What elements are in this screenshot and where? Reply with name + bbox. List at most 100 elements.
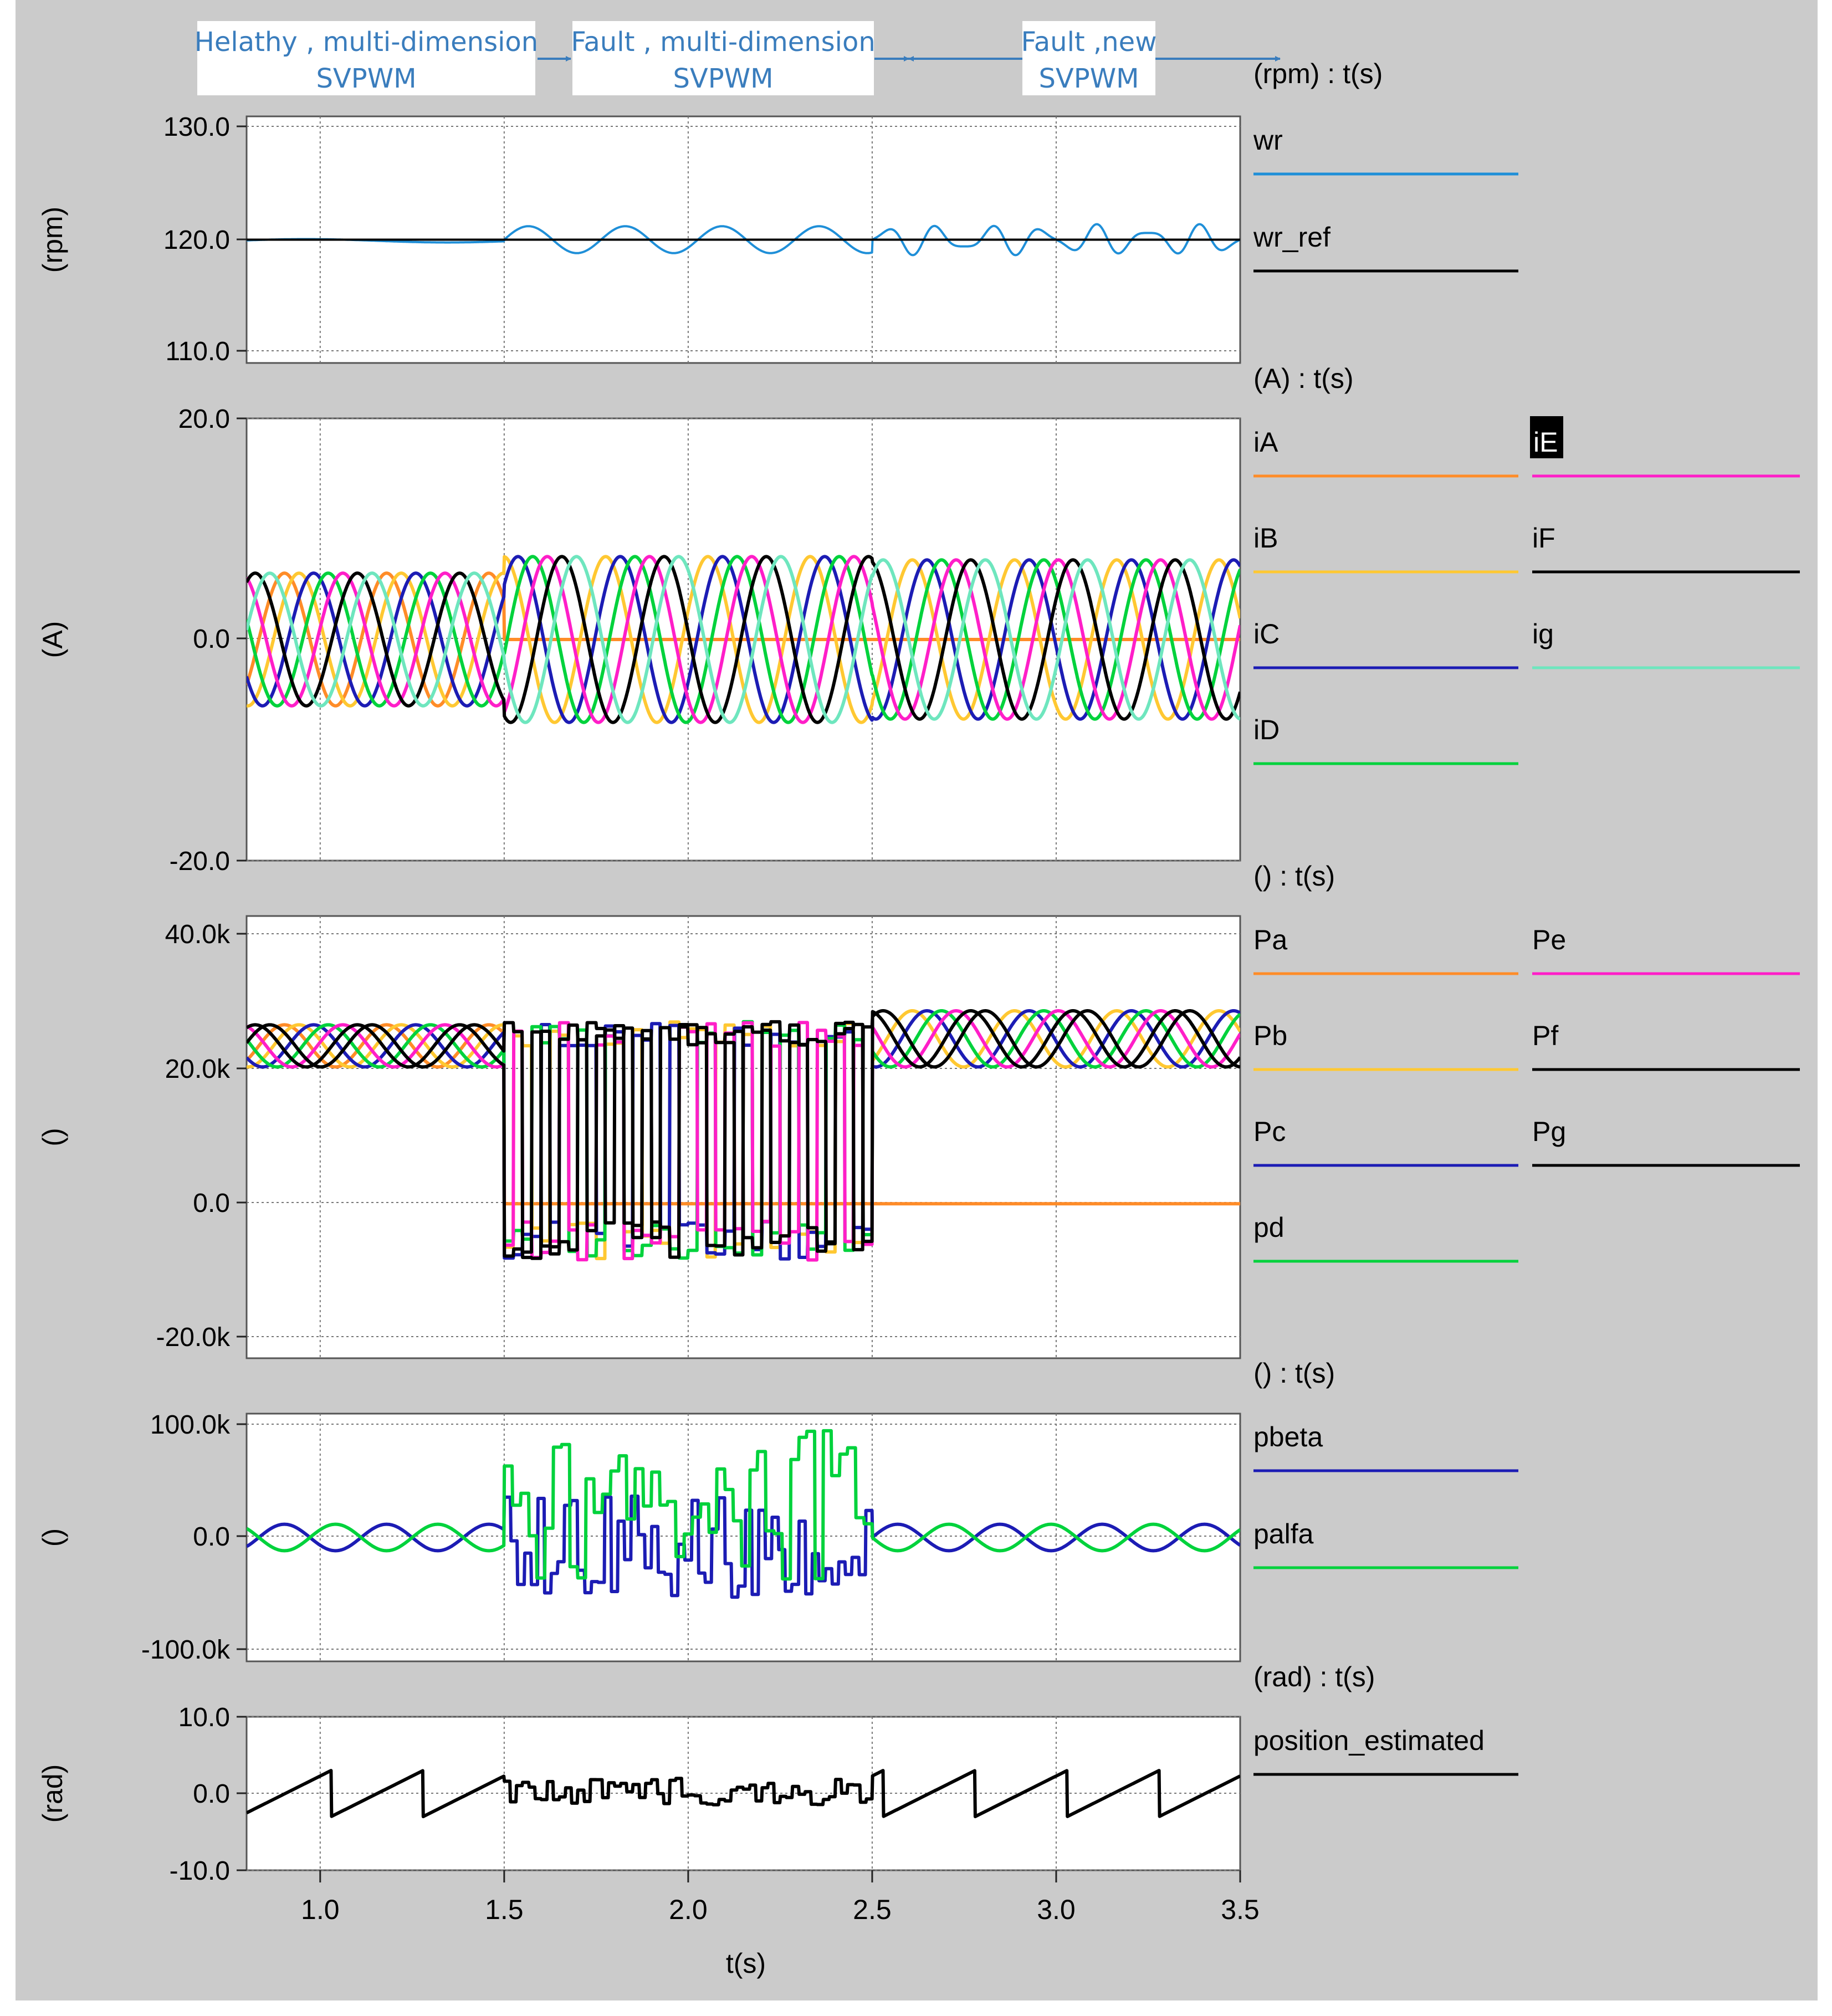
annotation-1-line1: Helathy , multi-dimension	[195, 27, 538, 58]
panel-header: () : t(s)	[1253, 1358, 1335, 1389]
legend-Pa: Pa	[1253, 924, 1518, 975]
legend-label: pd	[1253, 1212, 1285, 1243]
series-iC	[247, 555, 1240, 724]
legend-label: ig	[1532, 618, 1554, 649]
series-group	[247, 223, 1240, 257]
series-iF	[247, 555, 1240, 724]
legend-iD: iD	[1253, 714, 1518, 765]
series-Pg	[247, 1009, 1240, 1260]
panel-5: 10.0 0.0 -10.0 (rad) (rad) : t(s) position_es…	[37, 1661, 1518, 1886]
legend-label: iD	[1253, 714, 1280, 745]
panel-4: 100.0k 0.0 -100.0k () () : t(s) pbeta palfa	[37, 1358, 1518, 1665]
series-wr	[247, 223, 1240, 257]
y-tick-label: 0.0	[193, 1522, 230, 1552]
series-palfa	[247, 1429, 1240, 1581]
legend-label: wr	[1253, 125, 1283, 156]
series-group	[247, 555, 1240, 724]
y-tick-label: 130.0	[163, 112, 230, 142]
legend-label: iE	[1533, 427, 1558, 458]
legend-wr: wr	[1253, 125, 1518, 176]
y-tick-label: -10.0	[170, 1856, 230, 1886]
annotation-3: Fault ,new SVPWM	[1021, 21, 1157, 95]
y-tick-label: 0.0	[193, 625, 230, 654]
panel-header: (rad) : t(s)	[1253, 1661, 1375, 1692]
annotation-2-line2: SVPWM	[673, 63, 773, 94]
panel-header: (A) : t(s)	[1253, 363, 1354, 394]
y-tick-label: -100.0k	[141, 1635, 231, 1665]
legend-label: Pe	[1532, 924, 1566, 955]
y-tick-label: -20.0k	[156, 1323, 231, 1352]
x-tick-label: 3.5	[1221, 1894, 1260, 1925]
legend-iB: iB	[1253, 523, 1518, 574]
y-tick-label: -20.0	[170, 847, 230, 876]
annotation-1-line2: SVPWM	[316, 63, 416, 94]
y-tick-label: 0.0	[193, 1779, 230, 1809]
plot-area	[245, 1413, 1241, 1662]
y-tick-label: 20.0	[178, 405, 230, 434]
panel-header: () : t(s)	[1253, 861, 1335, 892]
x-tick-label: 2.0	[669, 1894, 708, 1925]
y-tick-label: 110.0	[165, 337, 230, 366]
x-axis: 1.0 1.5 2.0 2.5 3.0 3.5	[301, 1870, 1260, 1925]
legend-highlight	[1530, 416, 1563, 458]
x-tick-label: 1.0	[301, 1894, 340, 1925]
legend-label: Pb	[1253, 1020, 1287, 1051]
legend-iA: iA	[1253, 427, 1518, 478]
legend-Pb: Pb	[1253, 1020, 1518, 1071]
x-tick-label: 1.5	[485, 1894, 524, 1925]
legend-position_estimated: position_estimated	[1253, 1725, 1518, 1776]
legend-ig: ig	[1532, 618, 1800, 669]
legend-label: Pf	[1532, 1020, 1558, 1051]
y-tick-label: 0.0	[193, 1189, 230, 1218]
series-group	[247, 1769, 1240, 1819]
annotation-3-line1: Fault ,new	[1021, 27, 1157, 58]
panel-3: 40.0k 20.0k 0.0 -20.0k () () : t(s) Pa Pb Pc pd Pe…	[37, 861, 1800, 1359]
series-ig	[247, 555, 1240, 724]
legend-label: Pg	[1532, 1116, 1566, 1147]
series-iB	[247, 555, 1240, 724]
series-iE	[247, 555, 1240, 724]
legend-label: position_estimated	[1253, 1725, 1485, 1756]
y-axis-label: (rpm)	[37, 207, 68, 273]
series-iD	[247, 555, 1240, 724]
annotation-1: Helathy , multi-dimension SVPWM	[195, 21, 538, 95]
legend-Pf: Pf	[1532, 1020, 1800, 1071]
legend-label: iA	[1253, 427, 1278, 458]
legend-label: Pc	[1253, 1116, 1286, 1147]
legend-label: wr_ref	[1253, 222, 1330, 253]
legend-label: Pa	[1253, 924, 1287, 955]
y-tick-label: 40.0k	[165, 920, 231, 949]
legend-iF: iF	[1532, 523, 1800, 574]
y-tick-label: 10.0	[178, 1703, 230, 1732]
y-axis-label: ()	[37, 1128, 68, 1146]
legend-pd: pd	[1253, 1212, 1518, 1263]
legend-Pe: Pe	[1532, 924, 1800, 975]
panel-header: (rpm) : t(s)	[1253, 58, 1383, 89]
legend-label: iC	[1253, 618, 1280, 649]
legend-iE: iE	[1530, 416, 1800, 478]
series-group	[247, 1429, 1240, 1599]
panels: 130.0 120.0 110.0 (rpm) (rpm) : t(s) wr wr_ref…	[37, 58, 1800, 1886]
series-group	[247, 1009, 1240, 1262]
y-axis-label: (rad)	[37, 1764, 68, 1823]
legend-wr_ref: wr_ref	[1253, 222, 1518, 273]
series-Pe	[247, 1009, 1240, 1262]
series-iA	[247, 571, 1240, 708]
x-tick-label: 2.5	[853, 1894, 892, 1925]
annotation-2: Fault , multi-dimension SVPWM	[571, 21, 876, 95]
y-axis-label: (A)	[37, 621, 68, 658]
y-axis-label: ()	[37, 1528, 68, 1547]
annotation-3-line2: SVPWM	[1038, 63, 1139, 94]
y-tick-label: 100.0k	[150, 1410, 231, 1440]
legend-Pg: Pg	[1532, 1116, 1800, 1167]
legend-label: palfa	[1253, 1518, 1314, 1549]
legend-label: pbeta	[1253, 1421, 1323, 1452]
panel-1: 130.0 120.0 110.0 (rpm) (rpm) : t(s) wr wr_ref	[37, 58, 1518, 366]
legend-palfa: palfa	[1253, 1518, 1518, 1569]
legend-label: iB	[1253, 523, 1278, 554]
x-tick-label: 3.0	[1037, 1894, 1076, 1925]
annotation-2-line1: Fault , multi-dimension	[571, 27, 876, 58]
legend-iC: iC	[1253, 618, 1518, 669]
legend-Pc: Pc	[1253, 1116, 1518, 1167]
